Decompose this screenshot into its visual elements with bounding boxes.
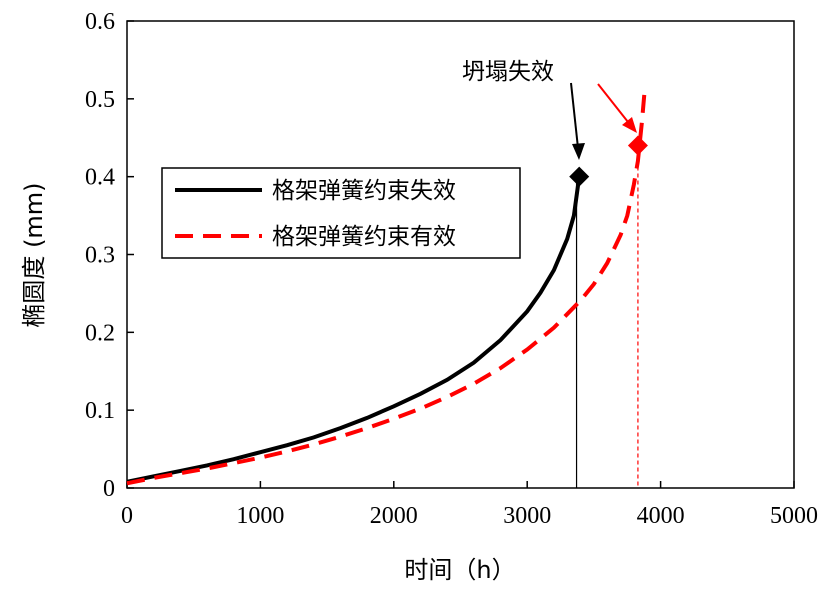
legend-label-constraint-effective: 格架弹簧约束有效 xyxy=(272,224,456,250)
y-tick-label: 0.6 xyxy=(85,9,115,35)
legend-label-constraint-failed: 格架弹簧约束失效 xyxy=(272,178,456,204)
legend-box xyxy=(161,167,521,259)
x-axis-title: 时间（h） xyxy=(404,556,515,584)
x-tick-label: 5000 xyxy=(770,503,818,529)
failure-marker-black xyxy=(569,166,590,187)
y-axis-title: 椭圆度 (mm) xyxy=(20,182,48,327)
annotation-arrow-red xyxy=(597,83,629,123)
annotation-collapse-failure: 坍塌失效 xyxy=(462,59,554,85)
annotation-arrowhead-black xyxy=(572,143,585,160)
y-tick-label: 0.4 xyxy=(85,165,115,191)
y-tick-label: 0.3 xyxy=(85,243,115,269)
y-tick-label: 0 xyxy=(103,476,115,502)
y-tick-label: 0.5 xyxy=(85,87,115,113)
annotation-arrow-black xyxy=(570,82,579,149)
x-tick-label: 2000 xyxy=(370,503,418,529)
x-tick-label: 1000 xyxy=(236,503,284,529)
y-tick-label: 0.2 xyxy=(85,320,115,346)
series-line-constraint-failed xyxy=(126,176,582,484)
x-tick-label: 3000 xyxy=(503,503,551,529)
failure-marker-red xyxy=(627,135,648,156)
annotation-arrowhead-red xyxy=(622,117,637,133)
series-line-constraint-effective xyxy=(126,90,647,486)
x-tick-label: 0 xyxy=(121,503,133,529)
y-tick-label: 0.1 xyxy=(85,398,115,424)
x-tick-label: 4000 xyxy=(637,503,685,529)
